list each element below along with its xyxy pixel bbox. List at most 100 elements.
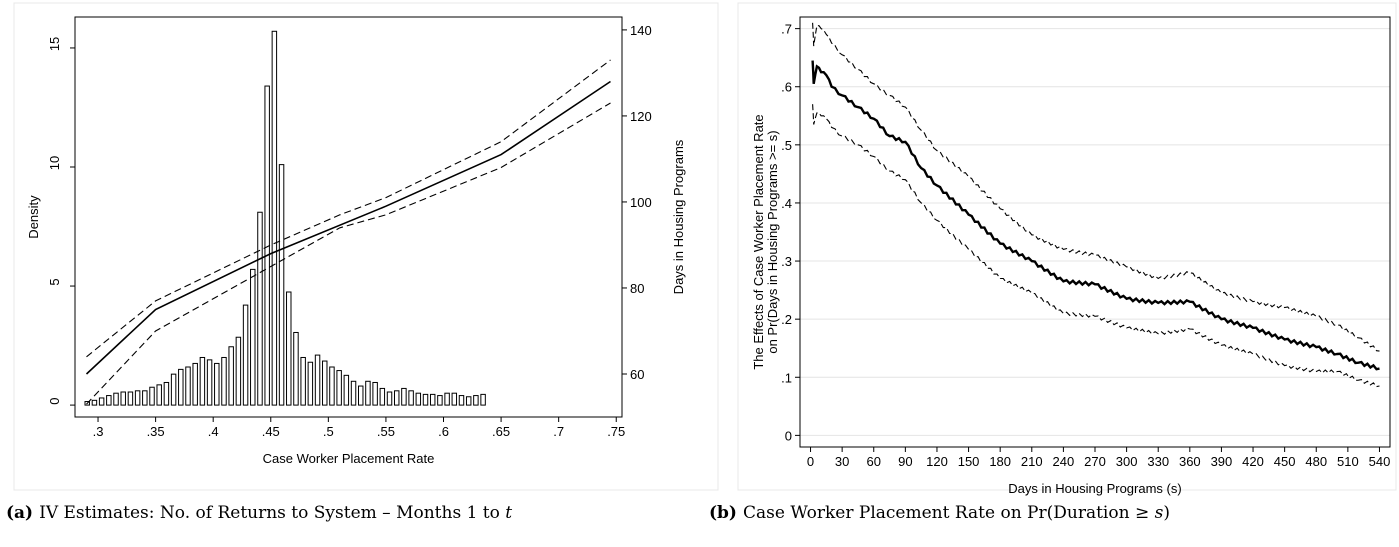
histogram-bar (322, 360, 328, 406)
x-tick-label: 420 (1242, 454, 1264, 469)
histogram-bar (307, 361, 314, 406)
y-tick-label: 0 (785, 428, 792, 443)
histogram-bar (329, 366, 335, 406)
y-tick-label: .1 (781, 370, 792, 385)
x-tick-label: 450 (1274, 454, 1296, 469)
histogram-bar (393, 390, 400, 406)
histogram-bar (480, 393, 486, 406)
y-tick-label: .5 (781, 138, 792, 153)
histogram-bar (286, 291, 292, 406)
x-tick-label: .65 (492, 424, 510, 439)
caption-b-letter: (b) (709, 503, 737, 523)
histogram-bar (386, 391, 393, 406)
caption-a: (a) IV Estimates: No. of Returns to Syste… (6, 503, 512, 523)
x-tick-label: 180 (989, 454, 1011, 469)
histogram-bar (408, 390, 414, 406)
histogram-bar (142, 390, 148, 406)
histogram-bar (149, 386, 155, 406)
histogram-bar (278, 164, 285, 406)
histogram-bar (185, 366, 191, 406)
histogram-bar (199, 356, 206, 406)
histogram-bar (429, 393, 436, 406)
y-tick-label: 0 (47, 397, 62, 404)
y-tick-label: .3 (781, 254, 792, 269)
y-tick-label: .7 (781, 22, 792, 37)
x-tick-label: .6 (438, 424, 449, 439)
y-tick-label: 10 (47, 156, 62, 170)
histogram-bar (271, 30, 278, 406)
y-right-tick-label: 80 (630, 281, 644, 296)
y-right-tick-label: 140 (630, 23, 652, 38)
histogram-bar (336, 370, 342, 406)
chart-b: 0 30 60 90 120 150 180 210 240 270 300 330 360 390 420… (737, 2, 1397, 496)
histogram-bar (206, 359, 213, 406)
histogram-bar (358, 385, 364, 406)
histogram-bar (127, 391, 134, 406)
x-tick-label: 510 (1337, 454, 1359, 469)
x-tick-label: 390 (1211, 454, 1233, 469)
x-tick-label: .4 (208, 424, 219, 439)
histogram-bar (192, 362, 198, 406)
chart-a-frame (13, 2, 719, 491)
caption-a-letter: (a) (6, 503, 34, 523)
caption-b-text: Case Worker Placement Rate on Pr(Duratio… (742, 503, 1150, 523)
y-right-tick-label: 120 (630, 109, 652, 124)
x-tick-label: 90 (898, 454, 912, 469)
histogram-bar (257, 211, 263, 406)
histogram-bar (365, 380, 371, 406)
histogram-bar (437, 395, 443, 406)
confidence-band-line (812, 22, 1380, 352)
histogram-bar (214, 362, 220, 406)
confidence-band-line (86, 59, 611, 358)
chart-a-plot-area (74, 16, 623, 418)
histogram-bar (444, 392, 450, 406)
x-tick-label: 60 (867, 454, 881, 469)
y-tick-label: .4 (781, 196, 792, 211)
histogram-bar (91, 399, 98, 406)
histogram-bar (314, 354, 321, 406)
x-tick-label: 150 (958, 454, 980, 469)
y-right-tick-label: 100 (630, 195, 652, 210)
caption-a-var: t (505, 503, 513, 523)
caption-b-close: ) (1163, 503, 1170, 523)
histogram-bar (379, 387, 386, 406)
histogram-bar (228, 346, 234, 406)
y-tick-label: 15 (47, 37, 62, 51)
histogram-bar (170, 373, 177, 406)
caption-b-var: s (1154, 503, 1164, 523)
x-tick-label: .75 (607, 424, 625, 439)
histogram-bar (106, 395, 112, 406)
confidence-band-line (812, 104, 1380, 388)
histogram-bar (242, 304, 249, 406)
x-axis-label: Case Worker Placement Rate (263, 451, 435, 466)
x-tick-label: 0 (807, 454, 814, 469)
x-tick-label: 300 (1116, 454, 1138, 469)
chart-b-frame (737, 2, 1397, 491)
histogram-bar (422, 393, 429, 406)
x-tick-label: 270 (1084, 454, 1106, 469)
x-tick-label: 540 (1369, 454, 1391, 469)
x-tick-label: .3 (93, 424, 104, 439)
x-tick-label: 360 (1179, 454, 1201, 469)
histogram-bar (451, 392, 458, 406)
histogram-bar (113, 392, 119, 406)
histogram-bar (350, 380, 357, 406)
x-tick-label: 480 (1305, 454, 1327, 469)
y-tick-label: 5 (47, 278, 62, 285)
y-tick-label: .6 (781, 80, 792, 95)
histogram-bar (415, 392, 422, 406)
y-tick-label: .2 (781, 312, 792, 327)
x-tick-label: .35 (147, 424, 165, 439)
x-axis-label: Days in Housing Programs (s) (1008, 481, 1181, 496)
y-axis-label: The Effects of Case Worker Placement Rat… (751, 114, 766, 369)
caption-a-text: IV Estimates: No. of Returns to System –… (39, 503, 500, 523)
estimate-line (811, 60, 1380, 371)
histogram-bar (178, 368, 184, 406)
histogram-bar (401, 387, 407, 406)
y-right-axis-label: Days in Housing Programs (671, 139, 686, 294)
y-axis-label: Density (26, 195, 41, 239)
x-tick-label: 330 (1147, 454, 1169, 469)
x-tick-label: .55 (377, 424, 395, 439)
histogram-bar (163, 381, 170, 406)
histogram-bar (98, 397, 105, 406)
